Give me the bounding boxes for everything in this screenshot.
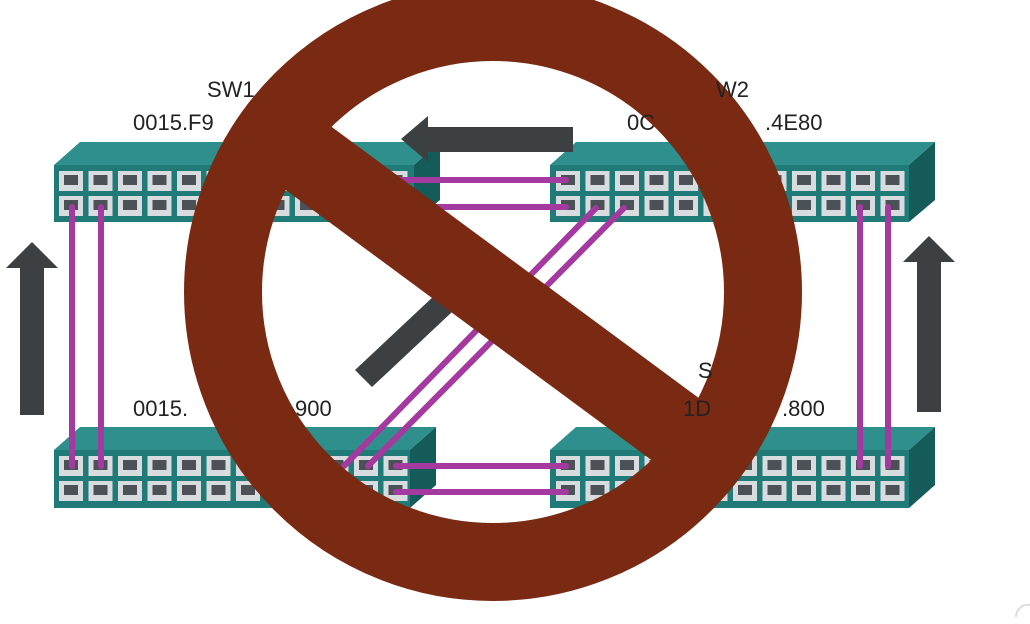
sw3-mac-suffix-label: 900 xyxy=(295,396,332,421)
switch-port-socket xyxy=(64,175,78,185)
sw4-name-label: S xyxy=(698,358,713,383)
switch-port-socket xyxy=(64,485,78,495)
switch-port-socket xyxy=(152,460,167,470)
switch-port-socket xyxy=(93,175,108,185)
switch-port-socket xyxy=(152,200,167,210)
switch-port-socket xyxy=(856,485,870,495)
switch-port-socket xyxy=(826,485,841,495)
switch-port-socket xyxy=(182,175,196,185)
switch-port-socket xyxy=(797,200,811,210)
sw2-mac-label: 0C xyxy=(627,110,655,135)
switch-port-socket xyxy=(590,485,605,495)
switch-port-socket xyxy=(767,485,782,495)
sw1-mac-label: 0015.F9 xyxy=(133,110,214,135)
switch-port-socket xyxy=(826,200,841,210)
up-arrow-right-icon xyxy=(903,236,955,412)
switch-port-socket xyxy=(93,485,108,495)
switch-port-socket xyxy=(211,485,226,495)
switch-port-socket xyxy=(797,175,811,185)
switch-port-socket xyxy=(241,485,255,495)
switch-port-socket xyxy=(152,175,167,185)
switch-port-socket xyxy=(123,460,137,470)
switch-port-socket xyxy=(738,485,752,495)
left-arrow-top-icon xyxy=(401,116,573,162)
switch-port-socket xyxy=(182,485,196,495)
switch-port-socket xyxy=(649,175,664,185)
link-sw2-sw3-a xyxy=(341,205,599,469)
switch-port-socket xyxy=(123,200,137,210)
switch-port-socket xyxy=(826,175,841,185)
switch-port-socket xyxy=(797,485,811,495)
sw2-name-label: W2 xyxy=(716,77,749,102)
switch-port-socket xyxy=(885,460,900,470)
switch-port-socket xyxy=(182,460,196,470)
switch-port-socket xyxy=(590,200,605,210)
switch-port-socket xyxy=(797,460,811,470)
switch-port-socket xyxy=(649,200,664,210)
switch-port-socket xyxy=(885,175,900,185)
switch-port-socket xyxy=(590,460,605,470)
sw1-name-label: SW1 xyxy=(207,77,255,102)
switch-labels: SW1 0015.F9 W2 0C .4E80 0015. 900 S 1D .… xyxy=(133,77,825,421)
switch-port-socket xyxy=(620,175,634,185)
flow-arrows xyxy=(6,116,955,415)
switch-port-socket xyxy=(620,200,634,210)
prohibited-sign-icon xyxy=(184,0,802,601)
sw4-mac-label: 1D xyxy=(683,396,711,421)
switch-port-socket xyxy=(826,460,841,470)
switch-port-socket xyxy=(856,175,870,185)
up-arrow-left-icon xyxy=(6,242,58,415)
switch-port-socket xyxy=(885,200,900,210)
switch-port-socket xyxy=(679,175,693,185)
switch-port-socket xyxy=(856,200,870,210)
switch-port-socket xyxy=(152,485,167,495)
switch-port-socket xyxy=(123,485,137,495)
link-cables xyxy=(69,177,891,495)
diagonal-arrow-icon xyxy=(355,295,452,387)
switch-port-socket xyxy=(211,460,226,470)
sw3-mac-label: 0015. xyxy=(133,396,188,421)
switch-port-socket xyxy=(182,200,196,210)
corner-watermark-icon xyxy=(1014,603,1030,618)
switch-port-socket xyxy=(590,175,605,185)
switch-port-socket xyxy=(123,175,137,185)
switch-port-socket xyxy=(679,200,693,210)
sw2-mac-suffix-label: .4E80 xyxy=(765,110,823,135)
switch-port-socket xyxy=(620,460,634,470)
switch-port-socket xyxy=(767,460,782,470)
switch-port-socket xyxy=(885,485,900,495)
sw4-mac-suffix-label: .800 xyxy=(782,396,825,421)
